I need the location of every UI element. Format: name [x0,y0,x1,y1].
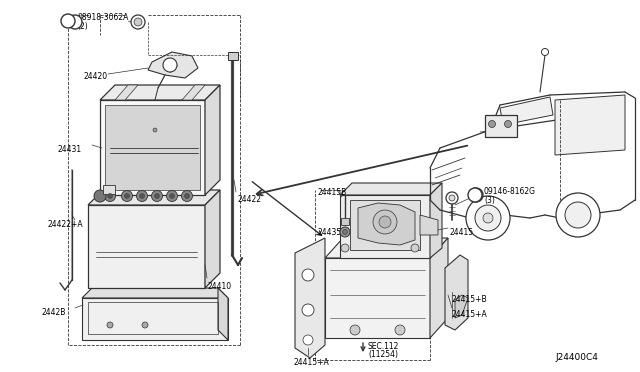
Text: (2): (2) [77,22,88,31]
Circle shape [373,210,397,234]
Circle shape [170,193,175,199]
Text: N: N [72,19,78,25]
Polygon shape [88,205,205,288]
Polygon shape [340,183,442,195]
Bar [88,302,218,334]
Circle shape [395,325,405,335]
Polygon shape [340,195,430,258]
Circle shape [134,18,142,26]
Circle shape [154,193,159,199]
Text: 24435P: 24435P [317,228,346,237]
Polygon shape [430,183,442,258]
Polygon shape [100,100,205,195]
Circle shape [152,190,163,202]
Polygon shape [420,215,438,235]
Text: 24431: 24431 [58,145,82,154]
Circle shape [131,15,145,29]
Text: B: B [472,192,477,198]
Circle shape [182,190,193,202]
Text: B: B [474,192,479,198]
Circle shape [466,196,510,240]
Circle shape [556,193,600,237]
Circle shape [166,190,177,202]
Polygon shape [445,255,468,330]
Circle shape [104,190,115,202]
Text: 08918-3062A: 08918-3062A [77,13,129,22]
Polygon shape [115,85,138,100]
Polygon shape [82,288,228,298]
Polygon shape [205,85,220,195]
Text: 24415+A: 24415+A [452,310,488,319]
Circle shape [488,121,495,128]
Polygon shape [555,95,625,155]
Circle shape [163,58,177,72]
Polygon shape [455,295,468,318]
Circle shape [122,190,132,202]
Bar [341,218,349,225]
Polygon shape [295,238,325,358]
Circle shape [411,244,419,252]
Polygon shape [430,238,448,338]
Circle shape [340,227,350,237]
Circle shape [303,335,313,345]
Circle shape [125,193,129,199]
Circle shape [184,193,189,199]
Polygon shape [358,203,415,245]
Circle shape [449,195,455,201]
Circle shape [504,121,511,128]
Circle shape [108,193,113,199]
Polygon shape [325,258,430,338]
Circle shape [541,48,548,55]
Bar [228,52,238,60]
Circle shape [107,322,113,328]
Circle shape [140,193,145,199]
Text: 24415: 24415 [450,228,474,237]
Text: 24415+A: 24415+A [293,358,329,367]
Circle shape [446,192,458,204]
Text: 2442B: 2442B [42,308,67,317]
Polygon shape [100,85,220,100]
Polygon shape [350,200,420,250]
Circle shape [136,190,147,202]
Text: 24415+B: 24415+B [452,295,488,304]
Text: J24400C4: J24400C4 [555,353,598,362]
Circle shape [341,244,349,252]
Circle shape [302,304,314,316]
Text: 24410: 24410 [208,282,232,291]
Polygon shape [205,190,220,288]
Text: 24422: 24422 [238,195,262,204]
Circle shape [565,202,591,228]
Circle shape [469,188,483,202]
Circle shape [153,128,157,132]
Polygon shape [105,105,200,190]
Text: SEC.112: SEC.112 [368,342,399,351]
Text: (3): (3) [484,196,495,205]
Polygon shape [325,238,448,258]
Polygon shape [82,298,228,340]
Circle shape [68,15,82,29]
Text: 24415B: 24415B [318,188,348,197]
Bar [103,185,115,194]
Circle shape [475,205,501,231]
Polygon shape [88,190,220,205]
Text: 24420: 24420 [83,72,107,81]
Polygon shape [218,288,228,340]
Text: 09146-8162G: 09146-8162G [484,187,536,196]
Text: N: N [65,19,70,23]
Circle shape [483,213,493,223]
Circle shape [142,322,148,328]
Polygon shape [500,97,553,125]
Polygon shape [182,85,205,100]
Polygon shape [148,52,198,78]
Circle shape [468,188,482,202]
Text: (11254): (11254) [368,350,398,359]
Circle shape [350,325,360,335]
Circle shape [342,230,348,234]
Circle shape [94,190,106,202]
Circle shape [302,269,314,281]
Bar [485,115,517,137]
Circle shape [61,14,75,28]
Circle shape [379,216,391,228]
Text: 24422+A: 24422+A [48,220,84,229]
